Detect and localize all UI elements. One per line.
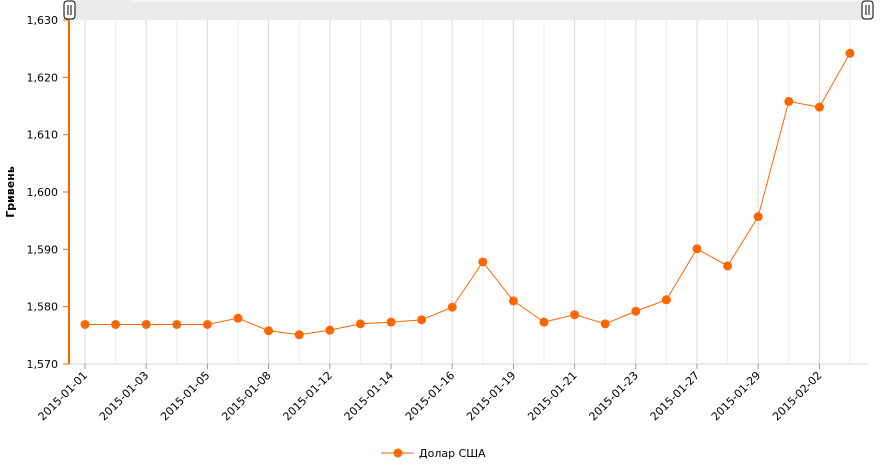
data-point[interactable] bbox=[355, 319, 365, 329]
x-tick-label: 2015-01-21 bbox=[525, 369, 579, 423]
legend-item[interactable]: Долар США bbox=[381, 447, 486, 460]
data-point[interactable] bbox=[784, 96, 794, 106]
y-tick-label: 1,590 bbox=[27, 243, 59, 256]
legend-marker-icon bbox=[393, 448, 403, 458]
x-tick-label: 2015-01-27 bbox=[648, 369, 702, 423]
data-point[interactable] bbox=[141, 319, 151, 329]
data-point[interactable] bbox=[478, 257, 488, 267]
y-tick-label: 1,600 bbox=[27, 186, 59, 199]
y-tick-label: 1,570 bbox=[27, 358, 59, 371]
data-point[interactable] bbox=[539, 317, 549, 327]
y-tick-label: 1,620 bbox=[27, 71, 59, 84]
data-point[interactable] bbox=[80, 319, 90, 329]
y-tick-label: 1,630 bbox=[27, 14, 59, 27]
y-tick-label: 1,580 bbox=[27, 301, 59, 314]
y-tick-label: 1,610 bbox=[27, 129, 59, 142]
legend-label: Долар США bbox=[419, 447, 486, 460]
x-tick-label: 2015-02-02 bbox=[770, 369, 824, 423]
scrollbar-track[interactable] bbox=[70, 0, 868, 20]
data-point[interactable] bbox=[631, 306, 641, 316]
data-point[interactable] bbox=[508, 296, 518, 306]
data-point[interactable] bbox=[202, 319, 212, 329]
data-point[interactable] bbox=[447, 302, 457, 312]
x-tick-label: 2015-01-08 bbox=[219, 369, 273, 423]
series-line bbox=[85, 53, 851, 336]
scrollbar-handle-right[interactable] bbox=[861, 0, 874, 20]
data-point[interactable] bbox=[111, 319, 121, 329]
data-point[interactable] bbox=[417, 315, 427, 325]
data-point[interactable] bbox=[753, 212, 763, 222]
y-axis-title: Гривень bbox=[4, 166, 17, 218]
data-point[interactable] bbox=[570, 310, 580, 320]
data-point[interactable] bbox=[814, 102, 824, 112]
data-point[interactable] bbox=[294, 330, 304, 340]
x-tick-label: 2015-01-12 bbox=[281, 369, 335, 423]
x-tick-label: 2015-01-29 bbox=[709, 369, 763, 423]
data-point[interactable] bbox=[386, 317, 396, 327]
data-point[interactable] bbox=[325, 325, 335, 335]
x-tick-label: 2015-01-03 bbox=[97, 369, 151, 423]
scrollbar-handle-left[interactable] bbox=[63, 0, 76, 20]
x-tick-label: 2015-01-14 bbox=[342, 369, 396, 423]
data-point[interactable] bbox=[264, 326, 274, 336]
data-point[interactable] bbox=[233, 313, 243, 323]
x-tick-label: 2015-01-16 bbox=[403, 369, 457, 423]
data-point[interactable] bbox=[723, 261, 733, 271]
data-point[interactable] bbox=[845, 48, 855, 58]
x-tick-label: 2015-01-19 bbox=[464, 369, 518, 423]
scrollbar-highlight bbox=[130, 0, 868, 2]
x-tick-label: 2015-01-01 bbox=[36, 369, 90, 423]
data-point[interactable] bbox=[692, 244, 702, 254]
data-point[interactable] bbox=[661, 295, 671, 305]
data-point[interactable] bbox=[600, 319, 610, 329]
x-tick-label: 2015-01-05 bbox=[158, 369, 212, 423]
data-point[interactable] bbox=[172, 319, 182, 329]
x-tick-label: 2015-01-23 bbox=[587, 369, 641, 423]
